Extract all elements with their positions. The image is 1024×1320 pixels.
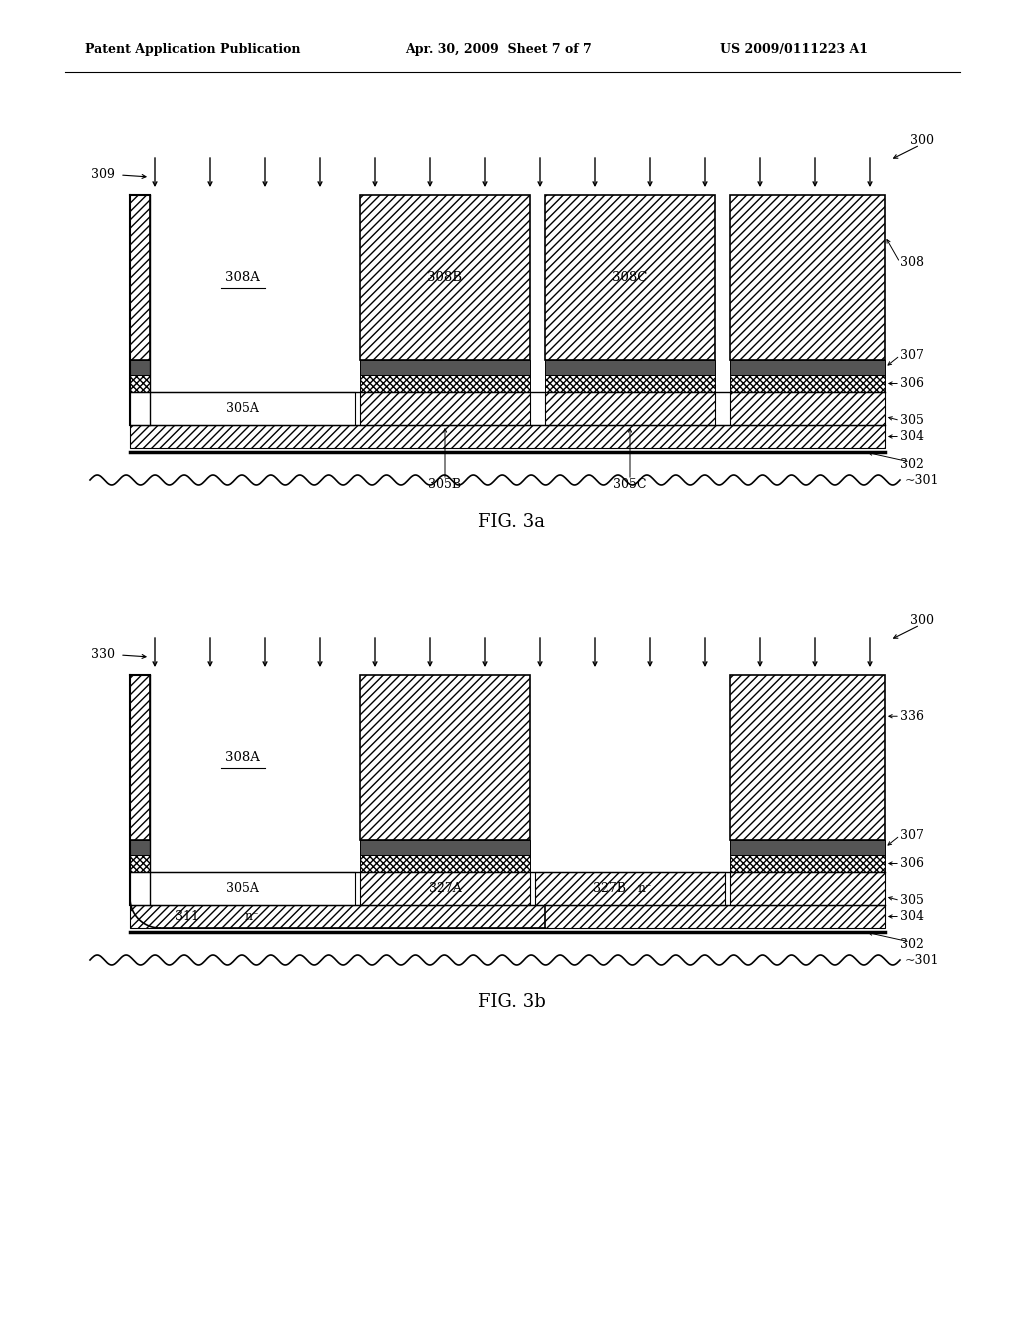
Text: n⁻: n⁻ [245,909,260,923]
Text: n⁻: n⁻ [638,882,652,895]
Bar [360,392,530,425]
Bar [360,360,530,375]
Text: 305A: 305A [226,882,259,895]
Bar [130,906,885,928]
Bar [730,855,885,873]
Bar [545,392,715,425]
Bar [360,840,530,855]
Text: 308C: 308C [612,271,648,284]
Text: 305A: 305A [226,403,259,414]
Text: US 2009/0111223 A1: US 2009/0111223 A1 [720,44,868,57]
Text: 305: 305 [900,414,924,426]
Text: 300: 300 [910,614,934,627]
Text: ~301: ~301 [905,953,939,966]
Bar [130,873,355,906]
Bar [535,873,725,906]
Text: 305: 305 [900,894,924,907]
Text: 304: 304 [900,909,924,923]
Text: FIG. 3a: FIG. 3a [478,513,546,531]
Text: 302: 302 [900,458,924,470]
Text: 302: 302 [900,937,924,950]
Text: 308A: 308A [225,751,260,764]
Bar [130,375,150,392]
Text: 305C: 305C [613,478,647,491]
Bar [545,195,715,360]
Text: 308B: 308B [427,271,463,284]
Text: 327A: 327A [429,882,462,895]
Bar [730,360,885,375]
Text: 300: 300 [910,133,934,147]
Bar [730,392,885,425]
Bar [360,195,530,360]
Text: FIG. 3b: FIG. 3b [478,993,546,1011]
Text: 306: 306 [900,857,924,870]
Bar [545,360,715,375]
Bar [130,392,355,425]
Text: Patent Application Publication: Patent Application Publication [85,44,300,57]
Bar [730,840,885,855]
Text: 307: 307 [900,829,924,842]
Bar [130,195,150,360]
Text: Apr. 30, 2009  Sheet 7 of 7: Apr. 30, 2009 Sheet 7 of 7 [406,44,592,57]
Bar [730,873,885,906]
Bar [130,855,150,873]
Text: 308A: 308A [225,271,260,284]
Bar [730,195,885,360]
Text: 336: 336 [900,710,924,723]
Text: ~301: ~301 [905,474,939,487]
Text: 330: 330 [91,648,115,661]
Text: 308: 308 [900,256,924,269]
Text: 305B: 305B [428,478,462,491]
Text: 327B: 327B [594,882,627,895]
Text: 307: 307 [900,348,924,362]
Text: 306: 306 [900,378,924,389]
Bar [130,675,150,840]
Bar [130,360,150,375]
Bar [130,425,885,447]
Bar [730,375,885,392]
Bar [360,375,530,392]
Text: 304: 304 [900,430,924,444]
Bar [360,855,530,873]
Bar [545,375,715,392]
Bar [130,840,150,855]
Text: 311: 311 [175,909,199,923]
Bar [730,675,885,840]
Bar [360,873,530,906]
Text: 309: 309 [91,169,115,181]
Bar [360,675,530,840]
